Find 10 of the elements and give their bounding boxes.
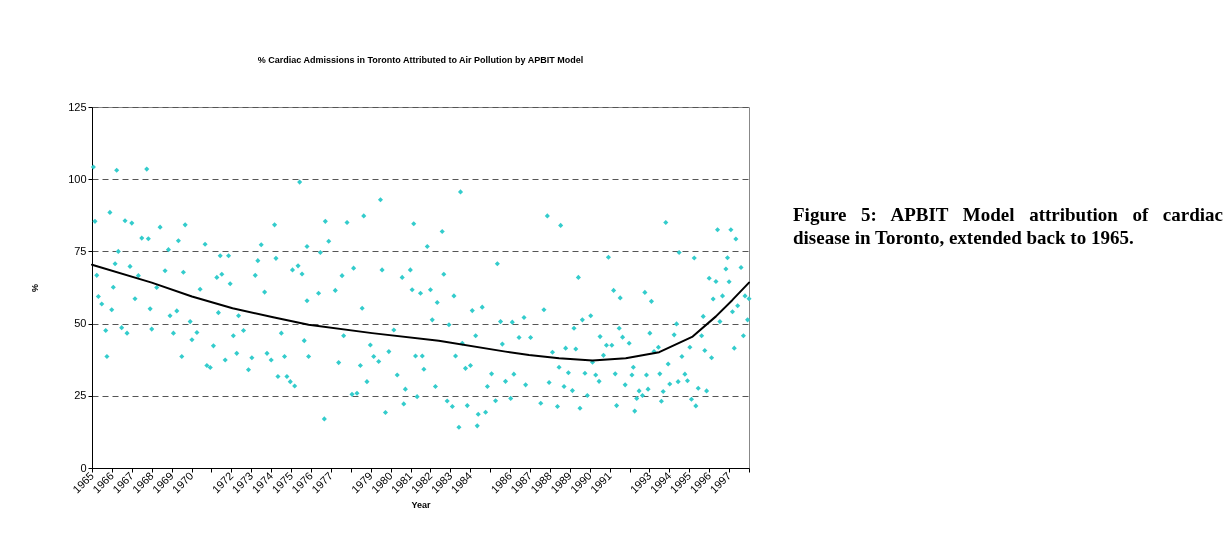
y-tick-label: 25: [74, 389, 87, 402]
y-tick-label: 0: [80, 461, 87, 474]
y-tick-label: 100: [68, 172, 87, 185]
y-tick-label: 75: [74, 244, 87, 257]
y-tick-label: 125: [68, 100, 87, 113]
x-axis-title: Year: [411, 500, 431, 511]
y-axis-title: %: [30, 283, 41, 293]
chart-title: % Cardiac Admissions in Toronto Attributed to Air Pollution by APBIT Model: [257, 55, 584, 65]
caption: Figure 5: APBIT Model attribution of cardiac disease in Toronto, extended back to 1965.: [793, 204, 1223, 250]
y-tick-label: 50: [74, 317, 87, 330]
